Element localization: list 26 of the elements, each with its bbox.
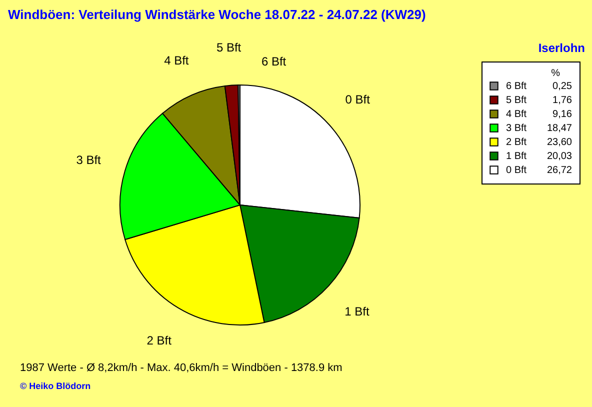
category-label: 6 Bft bbox=[261, 54, 286, 68]
slice-label: 0 Bft bbox=[345, 92, 371, 106]
legend-label: 6 Bft bbox=[506, 81, 527, 92]
slice-label: 1 Bft bbox=[344, 304, 370, 318]
legend-label: 4 Bft bbox=[506, 109, 527, 120]
legend-title: % bbox=[551, 68, 560, 79]
legend-label: 2 Bft bbox=[506, 137, 527, 148]
legend-label: 1 Bft bbox=[506, 151, 527, 162]
data-label: 18,47 bbox=[546, 123, 572, 134]
data-label: 20,03 bbox=[546, 151, 572, 162]
data-label: 23,60 bbox=[546, 137, 572, 148]
data-label: 9,16 bbox=[552, 109, 572, 120]
text: © Heiko Blödorn bbox=[20, 381, 91, 391]
slice-label: 4 Bft bbox=[164, 53, 190, 68]
chart-title: Windböen: Verteilung Windstärke Woche 18.07.22 - 24.07.22 (KW29) bbox=[8, 7, 426, 22]
slice-label: 5 Bft bbox=[216, 40, 242, 54]
slice-label: 3 Bft bbox=[76, 153, 102, 168]
slice-label: 2 Bft bbox=[146, 334, 172, 348]
legend-label: 5 Bft bbox=[506, 95, 527, 106]
data-label: 0,25 bbox=[552, 81, 572, 92]
data-label: 1,76 bbox=[552, 95, 572, 106]
chart-subtitle: Iserlohn bbox=[538, 41, 585, 55]
legend-label: 3 Bft bbox=[506, 123, 527, 134]
text: 1987 Werte - Ø 8,2km/h - Max. 40,6km/h = Windböen - 1378.9 km bbox=[20, 362, 342, 374]
data-label: 26,72 bbox=[546, 165, 572, 176]
legend-label: 0 Bft bbox=[506, 165, 527, 176]
